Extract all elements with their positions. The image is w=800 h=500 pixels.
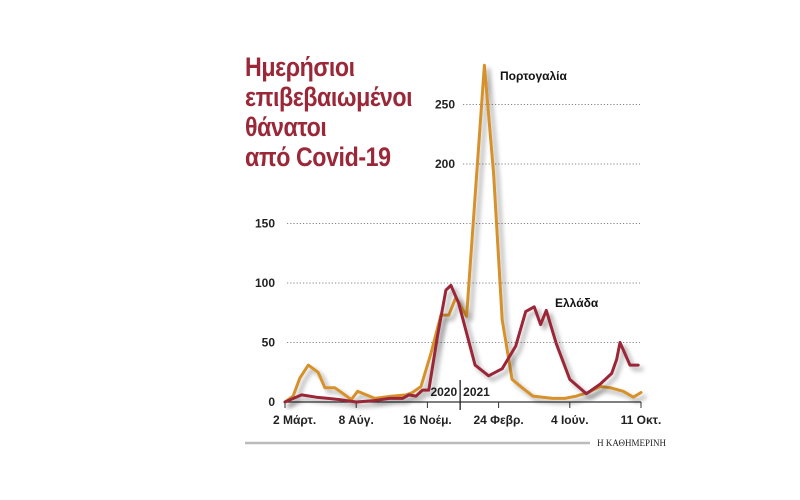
y-tick-label: 150 xyxy=(255,217,275,231)
x-tick-label: 2 Μάρτ. xyxy=(273,413,316,427)
series-line-greece xyxy=(283,283,640,404)
year-label-left: 2020 xyxy=(430,385,457,399)
y-axis: 0 50 100 150 200 250 xyxy=(255,98,455,410)
title-line: Ημερήσιοι xyxy=(245,52,355,82)
x-tick-label: 8 Αύγ. xyxy=(339,413,374,427)
x-tick-label: 16 Νοέμ. xyxy=(403,413,452,427)
title-line: επιβεβαιωμένοι xyxy=(245,82,413,112)
y-tick-label: 0 xyxy=(268,395,275,409)
title-line: από Covid-19 xyxy=(245,142,391,172)
y-tick-label: 50 xyxy=(262,336,276,350)
y-tick-label: 200 xyxy=(435,157,455,171)
series-line-portugal xyxy=(283,63,643,404)
series-label-portugal: Πορτογαλία xyxy=(500,69,567,83)
x-axis: 2 Μάρτ. 8 Αύγ. 16 Νοέμ. 24 Φεβρ. 4 Ιούν. 11 Ο… xyxy=(273,380,661,427)
series-labels: Πορτογαλία Ελλάδα xyxy=(500,69,599,310)
year-label-right: 2021 xyxy=(463,385,490,399)
source-credit: Η ΚΑΘΗΜΕΡΙΝΗ xyxy=(597,438,666,448)
x-tick-label: 24 Φεβρ. xyxy=(473,413,523,427)
x-tick-label: 11 Οκτ. xyxy=(621,413,662,427)
title-line: θάνατοι xyxy=(245,112,327,142)
y-tick-label: 250 xyxy=(435,98,455,112)
series-label-greece: Ελλάδα xyxy=(555,296,599,310)
chart-title: Ημερήσιοι επιβεβαιωμένοι θάνατοι από Cov… xyxy=(245,52,413,172)
y-tick-label: 100 xyxy=(255,276,275,290)
series-lines xyxy=(283,63,643,404)
x-tick-label: 4 Ιούν. xyxy=(551,413,589,427)
